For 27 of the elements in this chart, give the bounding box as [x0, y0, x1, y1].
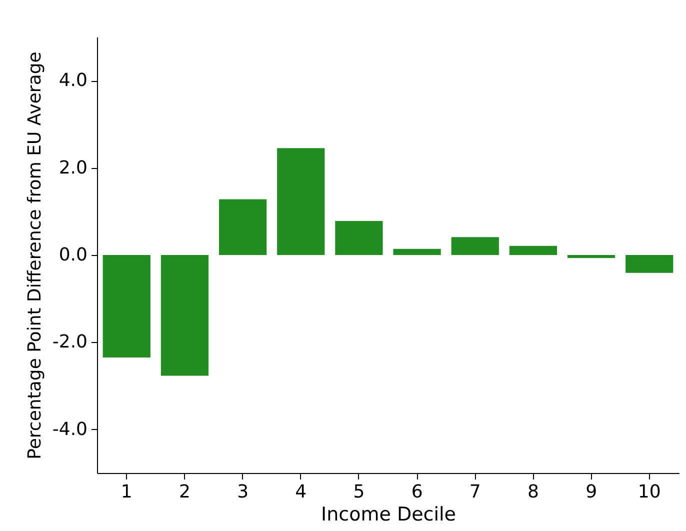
x-tick-label: 10 [638, 482, 661, 502]
x-tick-label: 4 [295, 482, 307, 502]
x-tick-label: 1 [120, 482, 132, 502]
bar [626, 255, 674, 273]
x-tick-label: 8 [527, 482, 539, 502]
bar [218, 199, 267, 255]
x-tick-label: 5 [353, 482, 365, 502]
bar [102, 255, 150, 358]
x-tick-label: 7 [469, 482, 481, 502]
y-tick-label: -4.0 [52, 418, 88, 440]
y-tick-label: -2.0 [52, 332, 88, 353]
bar [567, 255, 616, 258]
y-tick-label: 4.0 [58, 70, 88, 92]
y-axis-title: Percentage Point Difference from EU Average [24, 52, 46, 460]
bar [509, 246, 558, 255]
x-tick-label: 3 [237, 482, 249, 502]
bar [393, 248, 441, 255]
y-tick-label: 0.0 [58, 244, 88, 266]
x-axis-title: Income Decile [321, 504, 456, 526]
x-tick-label: 2 [178, 482, 190, 502]
bar [160, 255, 209, 376]
bar [277, 148, 325, 255]
y-tick-label: 2.0 [58, 157, 88, 178]
bar [335, 220, 383, 255]
bar [451, 237, 499, 255]
x-tick-label: 9 [586, 482, 598, 502]
x-tick-label: 6 [411, 482, 423, 502]
